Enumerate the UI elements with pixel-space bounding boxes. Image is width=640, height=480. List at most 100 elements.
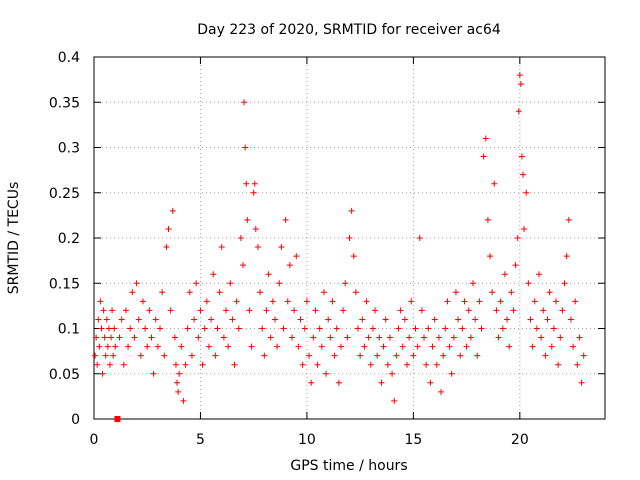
- data-point: [540, 307, 547, 314]
- data-point: [218, 244, 225, 251]
- data-point: [431, 316, 438, 323]
- data-point: [414, 343, 421, 350]
- data-point: [455, 316, 462, 323]
- data-point: [516, 72, 523, 79]
- data-point: [267, 334, 274, 341]
- data-point: [265, 271, 272, 278]
- data-point: [425, 325, 432, 332]
- data-point: [131, 334, 138, 341]
- chart-title: Day 223 of 2020, SRMTID for receiver ac6…: [197, 22, 501, 38]
- data-point: [125, 343, 132, 350]
- x-tick-label: 0: [90, 432, 99, 448]
- data-point: [346, 235, 353, 241]
- data-point: [335, 379, 342, 386]
- data-point: [546, 289, 553, 296]
- data-point: [299, 361, 306, 368]
- data-point: [525, 280, 532, 287]
- y-tick-label: 0.05: [49, 367, 80, 383]
- data-point: [348, 207, 355, 214]
- data-point: [104, 343, 111, 350]
- data-point: [174, 379, 181, 386]
- data-point: [227, 280, 234, 287]
- y-tick-label: 0.4: [58, 50, 80, 66]
- data-point: [237, 235, 244, 241]
- data-point: [235, 325, 242, 332]
- data-point: [565, 216, 572, 223]
- data-point: [144, 343, 151, 350]
- data-point: [355, 325, 362, 332]
- data-point: [257, 289, 264, 296]
- data-point: [101, 334, 108, 341]
- data-point: [435, 334, 442, 341]
- data-point: [301, 325, 308, 332]
- data-point: [184, 325, 191, 332]
- data-point: [521, 225, 528, 232]
- data-point: [251, 180, 258, 187]
- data-point: [410, 352, 417, 359]
- data-point: [112, 343, 119, 350]
- y-tick-label: 0.35: [49, 95, 80, 111]
- data-point: [482, 135, 489, 142]
- data-point: [461, 298, 468, 305]
- zero-value-marker: [114, 416, 121, 422]
- data-point: [478, 325, 485, 332]
- data-point: [529, 343, 536, 350]
- data-point: [427, 379, 434, 386]
- data-point: [448, 370, 455, 377]
- data-point: [261, 352, 268, 359]
- data-point: [310, 334, 317, 341]
- x-axis-label: GPS time / hours: [290, 458, 407, 474]
- data-point: [438, 388, 445, 395]
- data-point: [252, 225, 259, 232]
- data-point: [442, 325, 449, 332]
- data-point: [548, 343, 555, 350]
- x-tick-label: 10: [298, 432, 316, 448]
- data-point: [578, 379, 585, 386]
- data-point: [280, 325, 287, 332]
- data-point: [220, 334, 227, 341]
- data-point: [161, 352, 168, 359]
- data-point: [423, 361, 430, 368]
- data-point: [142, 325, 149, 332]
- data-point: [320, 289, 327, 296]
- data-point: [440, 352, 447, 359]
- data-point: [100, 307, 107, 314]
- data-point: [393, 352, 400, 359]
- data-point: [465, 307, 472, 314]
- data-point: [517, 81, 524, 88]
- data-point: [561, 280, 568, 287]
- data-point: [333, 325, 340, 332]
- data-point: [340, 307, 347, 314]
- data-point: [205, 343, 212, 350]
- data-point: [246, 307, 253, 314]
- data-point: [171, 334, 178, 341]
- data-point: [369, 325, 376, 332]
- data-point: [374, 352, 381, 359]
- x-tick-label: 5: [196, 432, 205, 448]
- data-point: [186, 289, 193, 296]
- data-point: [412, 325, 419, 332]
- data-point: [538, 334, 545, 341]
- data-point: [263, 307, 270, 314]
- data-point: [152, 316, 159, 323]
- data-point: [450, 334, 457, 341]
- data-point: [557, 334, 564, 341]
- data-point: [188, 352, 195, 359]
- data-point: [580, 352, 587, 359]
- y-tick-label: 0.2: [58, 231, 80, 247]
- data-point: [316, 325, 323, 332]
- y-axis-label: SRMTID / TECUs: [6, 182, 22, 295]
- data-point: [203, 298, 210, 305]
- data-point: [199, 361, 206, 368]
- data-point: [559, 307, 566, 314]
- data-point: [429, 343, 436, 350]
- data-point: [406, 334, 413, 341]
- data-point: [269, 298, 276, 305]
- data-point: [433, 361, 440, 368]
- data-point: [98, 325, 105, 332]
- data-point: [452, 289, 459, 296]
- data-point: [480, 153, 487, 160]
- data-point: [163, 244, 170, 251]
- data-point: [386, 334, 393, 341]
- y-tick-label: 0: [71, 412, 80, 428]
